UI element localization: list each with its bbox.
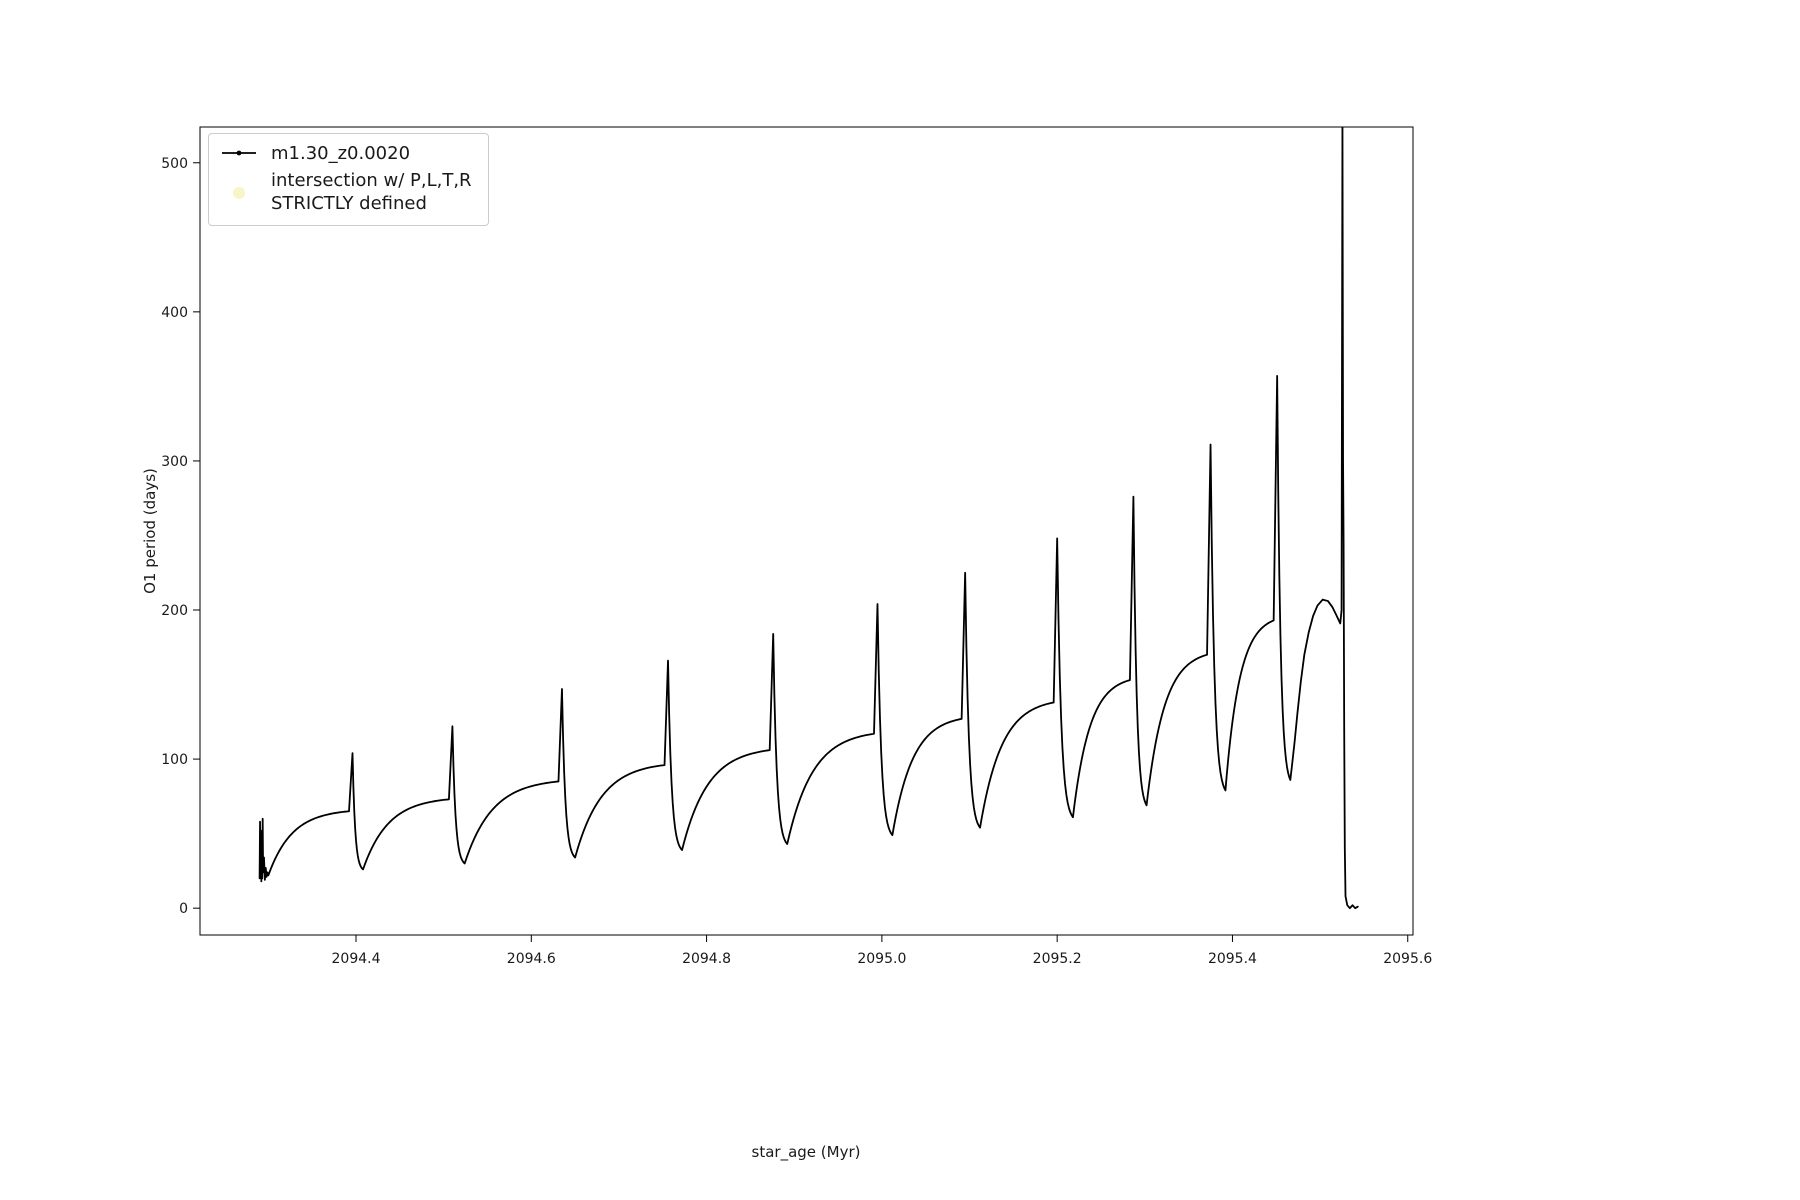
svg-text:500: 500: [161, 156, 188, 172]
legend-entry-series: m1.30_z0.0020: [219, 142, 472, 164]
svg-text:2094.4: 2094.4: [332, 951, 381, 967]
legend: m1.30_z0.0020 intersection w/ P,L,T,R ST…: [208, 133, 489, 226]
legend-label-series: m1.30_z0.0020: [271, 142, 411, 164]
svg-text:300: 300: [161, 454, 188, 470]
svg-text:100: 100: [161, 752, 188, 768]
svg-text:2095.4: 2095.4: [1208, 951, 1257, 967]
svg-text:200: 200: [161, 603, 188, 619]
legend-label-intersection-line2: STRICTLY defined: [271, 192, 427, 214]
x-axis-label: star_age (Myr): [751, 1143, 861, 1161]
svg-text:2094.8: 2094.8: [682, 951, 731, 967]
svg-text:2095.2: 2095.2: [1033, 951, 1082, 967]
series-line-dot-swatch-icon: [222, 150, 256, 156]
legend-label-intersection-line1: intersection w/ P,L,T,R: [271, 170, 472, 191]
svg-text:0: 0: [179, 901, 188, 917]
intersection-marker-icon: [233, 186, 245, 199]
legend-label-intersection: intersection w/ P,L,T,R STRICTLY defined: [271, 170, 472, 215]
legend-entry-intersection: intersection w/ P,L,T,R STRICTLY defined: [219, 170, 472, 215]
svg-text:2095.0: 2095.0: [857, 951, 906, 967]
svg-text:400: 400: [161, 305, 188, 321]
svg-text:2094.6: 2094.6: [507, 951, 556, 967]
y-axis-label: O1 period (days): [141, 468, 159, 594]
svg-text:2095.6: 2095.6: [1383, 951, 1432, 967]
